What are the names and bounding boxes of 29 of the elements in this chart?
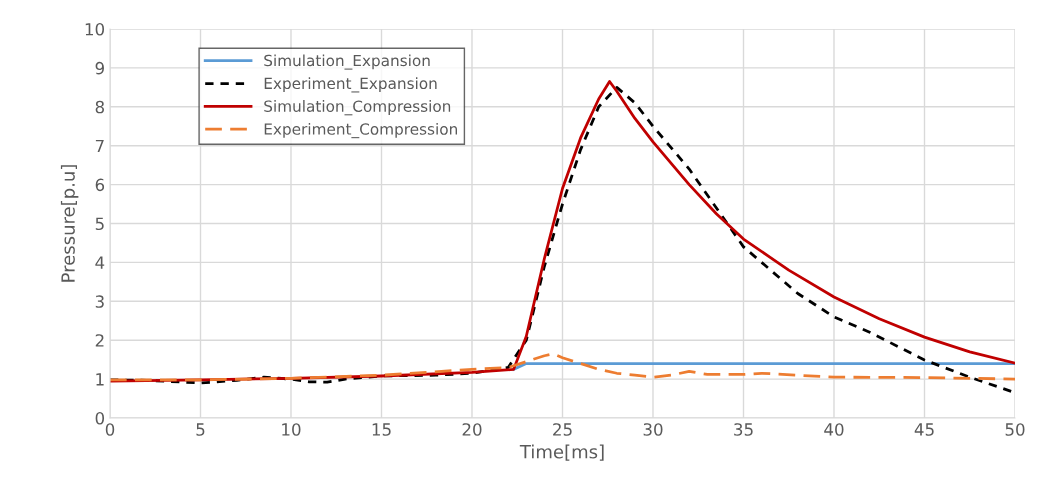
x-axis-title: Time[ms] bbox=[519, 444, 604, 461]
y-tick-label: 5 bbox=[95, 217, 104, 231]
y-tick-label: 8 bbox=[95, 100, 104, 114]
y-tick-label: 0 bbox=[95, 411, 105, 425]
y-tick-label: 7 bbox=[95, 139, 104, 153]
y-tick-label: 6 bbox=[95, 178, 105, 192]
x-tick-label: 0 bbox=[105, 423, 115, 436]
x-tick-label: 25 bbox=[553, 423, 572, 436]
x-tick-label: 20 bbox=[462, 423, 482, 436]
x-tick-label: 5 bbox=[196, 423, 205, 436]
x-tick-label: 30 bbox=[643, 423, 663, 436]
line-series bbox=[110, 352, 1015, 382]
y-tick-label: 2 bbox=[95, 334, 104, 347]
legend-label: Experiment_Expansion bbox=[264, 77, 437, 93]
x-tick-label: 15 bbox=[372, 423, 391, 436]
y-tick-label: 4 bbox=[95, 256, 105, 269]
y-axis-title: Pressure[p.u] bbox=[60, 165, 79, 282]
x-tick-label: 40 bbox=[824, 423, 844, 436]
legend-label: Experiment_Compression bbox=[264, 122, 457, 139]
x-tick-label: 50 bbox=[1005, 423, 1025, 436]
y-tick-label: 10 bbox=[85, 22, 105, 36]
legend-label: Simulation_Expansion bbox=[264, 54, 430, 70]
y-tick-label: 3 bbox=[95, 295, 104, 308]
x-tick-label: 45 bbox=[914, 423, 934, 436]
y-tick-label: 1 bbox=[96, 373, 104, 386]
x-tick-label: 35 bbox=[734, 423, 753, 436]
legend-label: Simulation_Compression bbox=[264, 100, 451, 116]
y-tick-label: 9 bbox=[95, 61, 104, 75]
x-tick-label: 10 bbox=[282, 423, 301, 436]
